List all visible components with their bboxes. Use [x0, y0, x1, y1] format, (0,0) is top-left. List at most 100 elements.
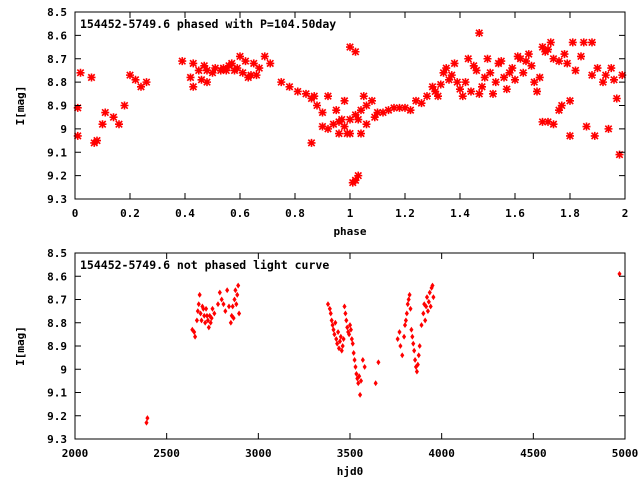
phased-data-points: [73, 29, 627, 187]
phased-data-point: [486, 68, 495, 77]
unphased-y-tick-label: 9.1: [47, 387, 67, 400]
phased-data-point: [434, 92, 442, 101]
unphased-data-point: [356, 380, 361, 387]
phased-data-point: [439, 68, 448, 77]
unphased-x-tick-label: 4500: [520, 447, 547, 460]
unphased-data-point: [194, 317, 199, 324]
phased-data-point: [450, 59, 459, 68]
phased-data-point: [340, 96, 349, 105]
unphased-data-point: [226, 303, 232, 310]
phased-x-tick-label: 1: [347, 207, 354, 220]
unphased-data-point: [223, 308, 228, 315]
unphased-data-point: [426, 298, 431, 305]
phased-data-point: [593, 64, 602, 73]
phased-data-point: [436, 80, 445, 89]
unphased-data-point: [350, 340, 355, 347]
phased-data-point: [522, 57, 530, 66]
phased-data-point: [491, 78, 500, 87]
phased-data-point: [357, 106, 365, 115]
unphased-data-point: [228, 319, 233, 326]
phased-data-point: [98, 120, 107, 129]
unphased-data-point: [408, 305, 413, 312]
phased-y-tick-label: 8.6: [47, 29, 67, 42]
unphased-data-point: [358, 391, 363, 398]
unphased-data-point: [400, 352, 405, 359]
phased-data-point: [500, 73, 508, 82]
unphased-data-point: [145, 415, 150, 421]
unphased-x-tick-label: 3500: [337, 447, 364, 460]
phased-x-tick-label: 1.4: [450, 207, 470, 220]
unphased-data-point: [206, 324, 211, 331]
phased-data-point: [604, 124, 613, 133]
phased-data-point: [131, 75, 140, 84]
phased-data-point: [233, 64, 242, 73]
unphased-data-point: [402, 333, 407, 340]
unphased-data-point: [398, 343, 403, 349]
phased-data-point: [126, 71, 134, 80]
phased-data-point: [115, 120, 123, 129]
unphased-data-point: [410, 333, 415, 340]
phased-data-point: [241, 57, 250, 66]
phased-data-point: [310, 92, 319, 101]
unphased-data-point: [237, 310, 242, 317]
unphased-data-point: [232, 296, 237, 303]
unphased-data-point: [230, 303, 235, 310]
phased-data-point: [519, 68, 528, 77]
phased-data-point: [357, 129, 365, 138]
phased-data-point: [335, 129, 343, 138]
phased-data-point: [478, 82, 486, 91]
phased-data-point: [247, 71, 255, 80]
phased-data-point: [497, 57, 506, 66]
phased-data-point: [467, 87, 475, 96]
phased-data-point: [285, 82, 294, 91]
phased-data-point: [489, 89, 497, 98]
unphased-data-point: [339, 347, 344, 354]
phased-y-tick-label: 8.5: [47, 6, 67, 19]
unphased-data-point: [405, 301, 410, 308]
unphased-data-point: [352, 357, 357, 363]
phased-data-point: [186, 73, 195, 82]
phased-data-point: [189, 59, 198, 68]
unphased-data-point: [419, 322, 424, 328]
phased-data-point: [329, 120, 338, 129]
unphased-data-point: [197, 291, 202, 298]
phased-data-point: [266, 59, 275, 68]
phased-x-tick-label: 0.2: [120, 207, 140, 220]
unphased-data-point: [221, 301, 226, 308]
phased-data-point: [571, 66, 580, 75]
unphased-data-point: [354, 370, 359, 377]
phased-data-point: [395, 103, 404, 112]
phased-x-axis-label: phase: [333, 225, 366, 238]
unphased-plot-title: 154452-5749.6 not phased light curve: [80, 258, 329, 272]
unphased-data-point: [338, 333, 343, 340]
phased-data-point: [337, 115, 346, 124]
phased-light-curve-panel: 0 0.2 0.4 0.6 0.8 1 1.2 1.4 1.6 1.8 2 8.5 8.6 8.7 8.8 8…: [14, 6, 628, 238]
unphased-x-tick-label: 2000: [62, 447, 89, 460]
unphased-data-point: [347, 322, 353, 328]
phased-data-point: [601, 71, 610, 80]
unphased-data-point: [212, 310, 217, 317]
unphased-data-point: [328, 310, 333, 317]
phased-data-point: [502, 85, 511, 94]
phased-data-point: [362, 120, 371, 129]
phased-data-point: [524, 50, 533, 59]
phased-data-point: [373, 108, 382, 117]
unphased-data-point: [376, 359, 381, 366]
phased-data-point: [87, 73, 96, 82]
phased-data-point: [544, 45, 552, 54]
phased-data-point: [222, 66, 231, 75]
phased-data-point: [464, 54, 473, 63]
unphased-data-point: [205, 317, 210, 324]
unphased-data-point: [342, 303, 347, 310]
unphased-y-tick-label: 9.2: [47, 410, 67, 423]
phased-data-point: [588, 38, 596, 47]
phased-data-point: [615, 150, 624, 159]
phased-data-point: [533, 87, 541, 96]
phased-data-point: [227, 59, 236, 68]
unphased-data-point: [344, 317, 349, 324]
unphased-data-point: [397, 329, 402, 335]
phased-data-point: [109, 113, 118, 122]
unphased-data-point: [414, 368, 419, 375]
phased-data-point: [302, 89, 310, 98]
